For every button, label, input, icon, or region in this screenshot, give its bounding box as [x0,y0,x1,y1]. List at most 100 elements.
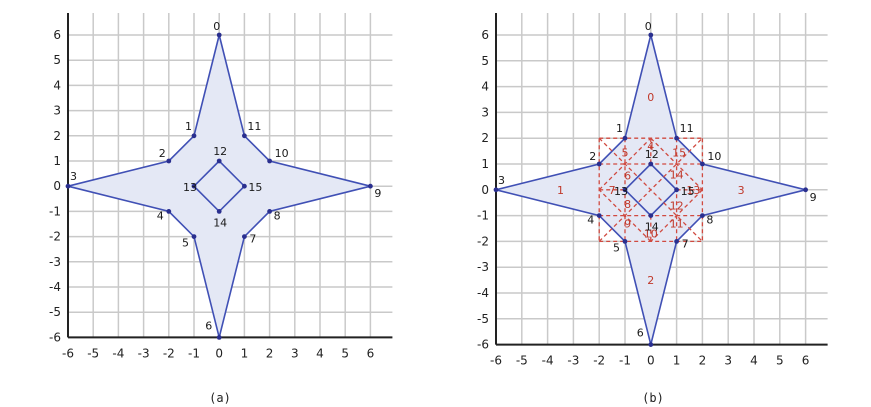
vertex-label: 10 [707,150,721,163]
vertex-point [216,158,222,164]
region-diagonal [598,137,703,242]
x-tick-label: 4 [316,346,324,360]
vertex-label: 13 [614,185,628,198]
vertex-label: 14 [645,221,659,234]
region-label: 8 [624,198,631,211]
x-tick-label: 6 [802,354,810,368]
y-tick-label: -5 [49,305,61,319]
vertex-label: 5 [613,241,620,254]
vertex-point [622,135,628,141]
y-tick-label: 3 [481,105,489,119]
region-diagonal [598,189,652,242]
vertex-label: 12 [213,145,227,158]
panel-caption: (a) [209,391,231,405]
region-diagonal [650,189,703,242]
x-tick-label: -6 [62,346,74,360]
vertex-point [596,161,602,167]
vertex-label: 10 [275,147,289,160]
region-subdivision [598,137,704,243]
x-tick-label: -1 [188,346,200,360]
vertex-label: 3 [498,174,505,187]
vertex-point [493,187,499,193]
vertex-label: 9 [374,187,381,200]
vertex-label: 15 [681,185,695,198]
region-label: 12 [670,199,684,212]
vertex-point [191,183,197,189]
vertex-point [267,158,272,164]
region-label: 13 [686,184,700,197]
y-tick-label: 4 [53,78,61,92]
vertex-point [191,133,197,139]
region-label: 6 [624,170,631,183]
y-tick-label: 3 [53,104,61,118]
vertex-label: 1 [616,122,623,135]
y-tick-label: -6 [49,330,61,344]
vertex-label: 8 [274,209,281,222]
vertex-label: 6 [637,327,644,340]
region-label: 10 [644,228,658,241]
vertex-label: 11 [247,120,261,133]
region-diagonal [598,137,652,191]
vertex-label: 4 [157,209,164,222]
vertex-label: 0 [645,20,652,33]
vertex-point [191,234,197,240]
vertex-label: 2 [589,150,596,163]
x-tick-label: -1 [619,354,631,368]
x-tick-label: -6 [490,354,502,368]
y-tick-label: 5 [53,53,61,67]
vertex-point [648,32,654,38]
x-tick-label: 6 [367,346,375,360]
region-label: 5 [622,146,629,159]
vertex-point [596,213,602,219]
x-tick-label: -2 [163,346,175,360]
vertex-label: 7 [682,237,689,250]
vertex-label: 8 [706,214,713,227]
y-tick-label: -1 [49,204,61,218]
region-label: 4 [647,140,654,153]
vertex-point [700,213,705,219]
vertex-point [368,183,373,189]
vertex-label: 2 [159,147,166,160]
vertex-point [242,234,247,240]
region-label: 2 [647,274,654,287]
vertex-point [622,187,628,193]
vertex-label: 15 [248,181,262,194]
vertex-point [648,342,654,347]
x-tick-label: -4 [542,354,554,368]
x-tick-label: 3 [291,346,299,360]
vertex-label: 6 [205,319,212,332]
x-tick-label: 5 [776,354,784,368]
vertex-point [242,183,247,189]
y-tick-label: -3 [477,260,489,274]
vertex-point [166,209,172,214]
vertex-point [216,32,222,38]
vertex-point [674,239,679,244]
x-tick-label: 0 [647,354,655,368]
y-tick-label: -4 [49,280,61,294]
vertex-label: 1 [185,120,192,133]
vertex-point [674,187,679,193]
vertex-point [166,158,172,164]
y-tick-label: 5 [481,54,489,68]
x-tick-label: 3 [724,354,732,368]
vertex-point [803,187,808,193]
vertex-point [216,335,222,340]
y-tick-label: 1 [53,154,61,168]
x-tick-label: 2 [266,346,274,360]
vertex-label: 11 [680,122,694,135]
vertex-point [674,135,679,141]
x-tick-label: 0 [215,346,223,360]
vertex-point [648,213,654,219]
region-diagonal [650,137,703,191]
region-label: 1 [557,184,564,197]
vertex-label: 12 [645,148,659,161]
x-tick-label: -2 [593,354,605,368]
region-label: 9 [624,217,631,230]
vertex-label: 13 [183,181,197,194]
vertex-point [242,133,247,139]
y-tick-label: 4 [481,80,489,94]
vertex-point [648,161,654,167]
panel-a: -6 -5 -4 -3 -2 -1 0 1 2 3 4 5 66543210-1-2-3-4-5-601… [49,13,393,405]
x-tick-label: -5 [516,354,528,368]
